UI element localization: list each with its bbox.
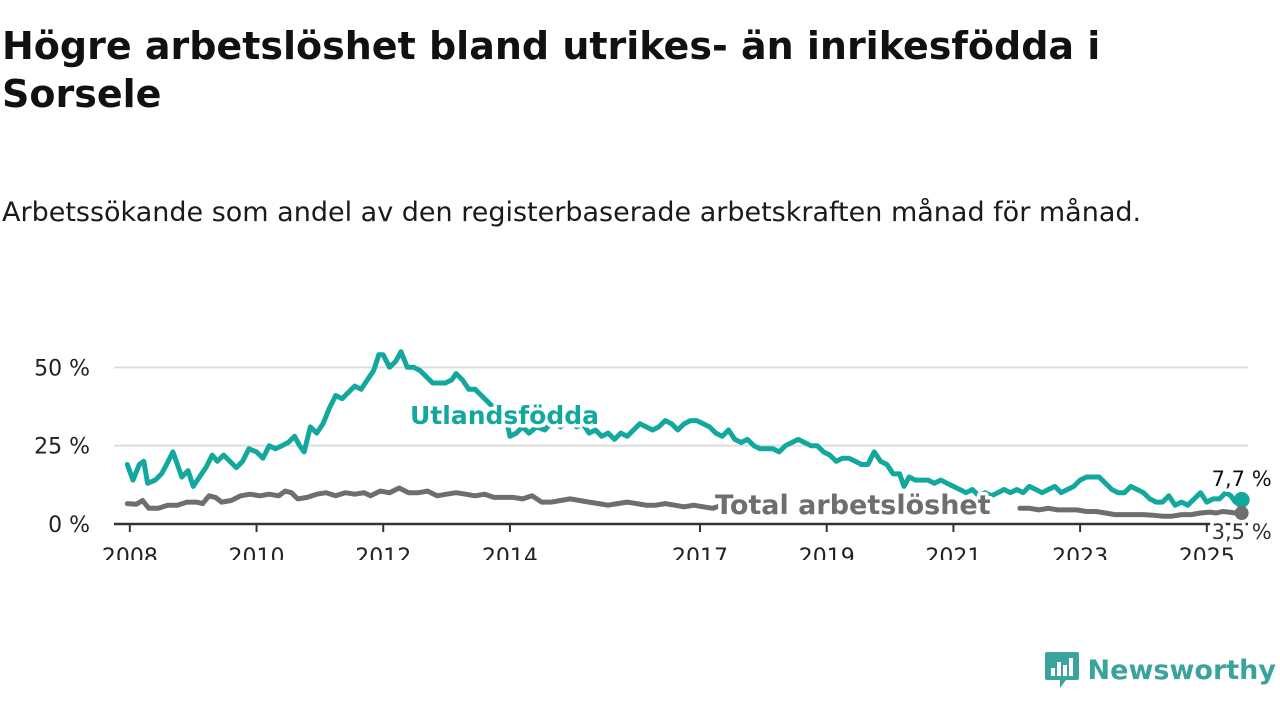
- brand-logo: Newsworthy: [1044, 650, 1276, 690]
- end-label-total-halo: 3,5 %: [1212, 520, 1272, 544]
- brand-name: Newsworthy: [1087, 654, 1276, 686]
- chart-subtitle: Arbetssökande som andel av den registerb…: [2, 197, 1142, 228]
- x-tick-label: 2010: [229, 545, 285, 560]
- y-tick-label: 25 %: [34, 435, 90, 460]
- x-tick-label: 2021: [925, 545, 981, 560]
- series-line-total: [124, 485, 741, 511]
- x-tick-label: 2017: [672, 545, 728, 560]
- series-label-foreign-halo: Utlandsfödda: [410, 401, 599, 430]
- x-tick-label: 2025: [1179, 545, 1235, 560]
- chart-bubble-icon: [1044, 652, 1079, 688]
- x-tick-label: 2008: [102, 545, 158, 560]
- endpoint-marker-total: [1234, 506, 1249, 521]
- x-tick-label: 2014: [482, 545, 538, 560]
- series-line-foreign: [124, 349, 1245, 508]
- line-chart: 0 % 25 % 50 % 2008 2010 2012 2014 2017 2019 2021 2…: [34, 349, 1275, 560]
- endpoint-marker-foreign: [1233, 491, 1250, 508]
- series-label-total-halo: Total arbetslöshet: [715, 490, 991, 521]
- end-label-foreign-halo: 7,7 %: [1212, 467, 1272, 491]
- chart-title: Högre arbetslöshet bland utrikes- än inr…: [2, 24, 1101, 116]
- series-label-foreign: Utlandsfödda: [410, 401, 599, 430]
- end-label-foreign: 7,7 %: [1212, 467, 1272, 491]
- series-line-total-late: [1017, 505, 1245, 519]
- x-tick-label: 2023: [1052, 545, 1108, 560]
- end-label-total: 3,5 %: [1212, 520, 1272, 544]
- x-tick-label: 2012: [355, 545, 411, 560]
- series-label-total: Total arbetslöshet: [715, 490, 991, 521]
- y-tick-label: 0 %: [48, 513, 90, 538]
- y-tick-label: 50 %: [34, 356, 90, 381]
- x-tick-label: 2019: [799, 545, 855, 560]
